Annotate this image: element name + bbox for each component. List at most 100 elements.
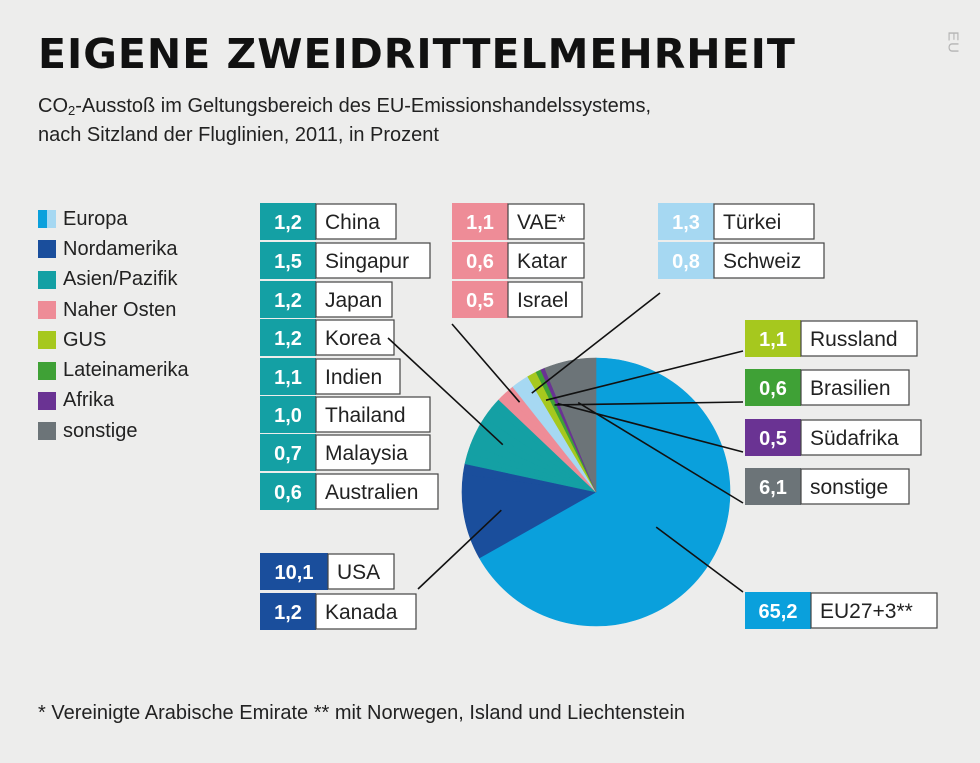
legend-item: Europa xyxy=(38,204,189,234)
value-label: 0,5 xyxy=(759,428,787,450)
category-label: Indien xyxy=(325,366,382,389)
legend-item: GUS xyxy=(38,325,189,355)
category-label: Russland xyxy=(810,328,898,351)
name-box xyxy=(315,593,417,630)
name-box xyxy=(507,242,585,279)
leader-lines xyxy=(387,292,744,593)
name-box xyxy=(800,468,910,505)
category-label: sonstige xyxy=(810,476,888,499)
data-label: 1,1 VAE* xyxy=(452,203,585,240)
name-box xyxy=(800,419,922,456)
value-box xyxy=(745,419,801,456)
category-label: Singapur xyxy=(325,250,409,273)
value-box xyxy=(452,242,508,279)
value-box xyxy=(260,434,316,471)
legend-label: Afrika xyxy=(63,389,115,412)
legend-item: Lateinamerika xyxy=(38,355,189,385)
name-box xyxy=(800,369,910,406)
name-box xyxy=(713,242,825,279)
value-box xyxy=(745,592,811,629)
value-box xyxy=(658,242,714,279)
leader-line xyxy=(531,292,661,394)
name-box xyxy=(315,242,431,279)
legend-item: Nordamerika xyxy=(38,234,189,264)
category-label: Schweiz xyxy=(723,250,801,273)
name-box xyxy=(327,553,395,590)
category-label: China xyxy=(325,211,380,234)
legend-swatch xyxy=(38,240,56,259)
value-label: 0,6 xyxy=(466,251,494,273)
data-labels: 1,2 China 1,5 Singapur 1,2 Japan 1,2 Korea 1,1 In… xyxy=(260,203,938,630)
category-label: EU27+3** xyxy=(820,600,913,623)
legend-label: Lateinamerika xyxy=(63,359,189,382)
data-label: 1,0 Thailand xyxy=(260,396,431,433)
value-label: 0,5 xyxy=(466,290,494,312)
category-label: Korea xyxy=(325,327,381,350)
category-label: Japan xyxy=(325,289,382,312)
value-label: 1,5 xyxy=(274,251,302,273)
value-box xyxy=(745,468,801,505)
value-box xyxy=(260,396,316,433)
category-label: USA xyxy=(337,561,380,584)
legend-swatch xyxy=(38,270,56,289)
category-label: Katar xyxy=(517,250,567,273)
legend-item: sonstige xyxy=(38,416,189,446)
data-label: 0,5 Südafrika xyxy=(745,419,922,456)
data-label: 65,2 EU27+3** xyxy=(745,592,938,629)
category-label: Brasilien xyxy=(810,377,891,400)
category-label: Türkei xyxy=(723,211,781,234)
value-box xyxy=(260,203,316,240)
legend-label: GUS xyxy=(63,328,107,351)
subtitle-co: CO xyxy=(38,95,68,117)
value-label: 10,1 xyxy=(275,562,314,584)
category-label: Kanada xyxy=(325,601,398,624)
leader-line xyxy=(417,509,502,590)
value-label: 0,6 xyxy=(274,482,302,504)
value-box xyxy=(452,281,508,318)
legend-swatch xyxy=(38,301,56,320)
subtitle-line1: -Ausstoß im Geltungsbereich des EU-Emiss… xyxy=(75,95,652,117)
value-box xyxy=(260,593,316,630)
pie-slice xyxy=(478,357,731,627)
legend-item: Afrika xyxy=(38,386,189,416)
value-box xyxy=(260,242,316,279)
footnote: * Vereinigte Arabische Emirate ** mit No… xyxy=(38,702,686,724)
name-box xyxy=(315,203,397,240)
value-label: 1,1 xyxy=(466,212,494,234)
pie-slices xyxy=(461,357,731,627)
name-box xyxy=(507,203,585,240)
data-label: 0,6 Brasilien xyxy=(745,369,910,406)
leader-line xyxy=(451,323,521,403)
data-label: 0,7 Malaysia xyxy=(260,434,431,471)
value-box xyxy=(260,358,316,395)
value-box xyxy=(452,203,508,240)
value-label: 1,2 xyxy=(274,328,302,350)
value-label: 1,1 xyxy=(759,329,787,351)
data-label: 1,1 Russland xyxy=(745,320,918,357)
legend-item: Naher Osten xyxy=(38,295,189,325)
name-box xyxy=(800,320,918,357)
chart-subtitle: CO2-Ausstoß im Geltungsbereich des EU-Em… xyxy=(38,92,818,150)
chart-legend: Europa Nordamerika Asien/Pazifik Naher Oste… xyxy=(38,204,189,446)
data-label: 1,2 China xyxy=(260,203,397,240)
legend-label: Naher Osten xyxy=(63,298,177,321)
pie-slice xyxy=(461,473,597,559)
name-box xyxy=(315,358,401,395)
category-label: VAE* xyxy=(517,211,566,234)
name-box xyxy=(315,319,395,356)
legend-label: Asien/Pazifik xyxy=(63,268,178,291)
name-box xyxy=(315,434,431,471)
category-label: Israel xyxy=(517,289,568,312)
data-label: 1,1 Indien xyxy=(260,358,401,395)
data-label: 0,6 Katar xyxy=(452,242,585,279)
subtitle-sub: 2 xyxy=(68,103,76,118)
name-box xyxy=(315,396,431,433)
category-label: Australien xyxy=(325,481,418,504)
leader-line xyxy=(577,401,744,504)
value-label: 0,6 xyxy=(759,378,787,400)
data-label: 0,5 Israel xyxy=(452,281,583,318)
value-box xyxy=(260,553,328,590)
leader-line xyxy=(655,526,744,593)
name-box xyxy=(507,281,583,318)
